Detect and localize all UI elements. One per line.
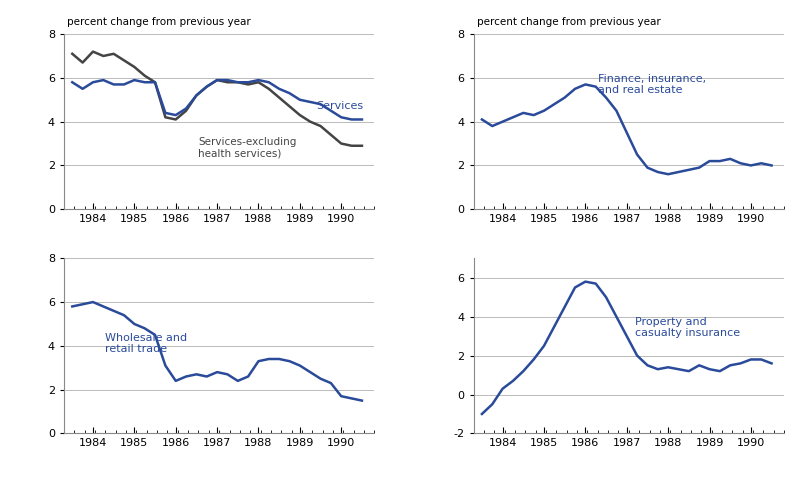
Text: Wholesale and
retail trade: Wholesale and retail trade xyxy=(106,333,187,355)
Text: Services: Services xyxy=(317,101,363,112)
Text: Services-excluding
health services): Services-excluding health services) xyxy=(198,137,297,159)
Text: Property and
casualty insurance: Property and casualty insurance xyxy=(635,317,740,338)
Text: percent change from previous year: percent change from previous year xyxy=(477,17,661,27)
Text: Finance, insurance,
and real estate: Finance, insurance, and real estate xyxy=(598,74,706,95)
Text: percent change from previous year: percent change from previous year xyxy=(67,17,251,27)
